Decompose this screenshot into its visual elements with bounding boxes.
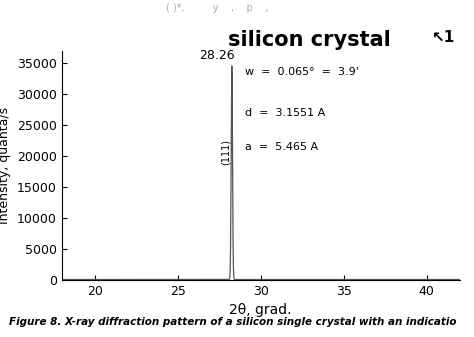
Text: (111): (111) — [221, 139, 231, 164]
Text: 28.26: 28.26 — [199, 49, 234, 62]
Y-axis label: Intensity, quanta/s: Intensity, quanta/s — [0, 106, 11, 224]
Text: Figure 8. X-ray diffraction pattern of a silicon single crystal with an indicati: Figure 8. X-ray diffraction pattern of a… — [9, 317, 457, 327]
Text: a  =  5.465 A: a = 5.465 A — [245, 142, 318, 152]
Text: ( )*,         y    ,    p    ,: ( )*, y , p , — [166, 3, 268, 13]
Text: silicon crystal: silicon crystal — [228, 30, 390, 50]
X-axis label: 2θ, grad.: 2θ, grad. — [229, 303, 292, 317]
Text: d  =  3.1551 A: d = 3.1551 A — [245, 108, 325, 118]
Text: ↖1: ↖1 — [432, 30, 455, 45]
Text: w  =  0.065°  =  3.9': w = 0.065° = 3.9' — [245, 67, 359, 76]
